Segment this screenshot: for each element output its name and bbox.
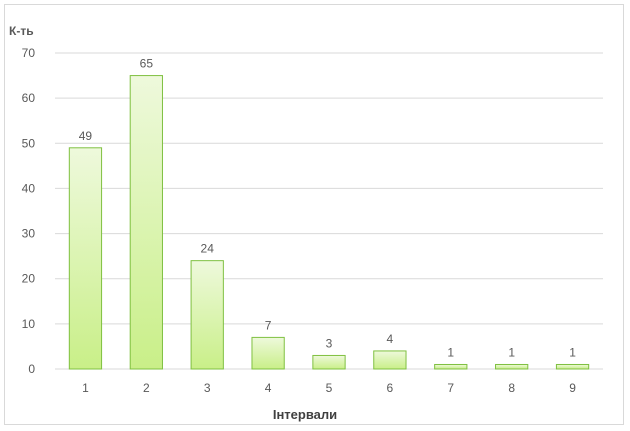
y-tick-label: 60	[22, 91, 36, 105]
bar-6	[373, 350, 407, 370]
y-tick-label: 20	[22, 272, 36, 286]
chart-frame: 0 10 20 30 40 50 60 70 49 65 24 7 3 4 1 1 1 1 2 3 4 5 6 7 8 9 К…	[4, 4, 624, 425]
bar-4	[251, 336, 285, 370]
x-tick-label-4: 4	[265, 381, 272, 395]
y-tick-label: 40	[22, 181, 36, 195]
y-tick-label: 0	[28, 362, 35, 376]
data-label-3: 24	[201, 242, 215, 256]
bar-1	[68, 147, 103, 370]
data-label-8: 1	[508, 345, 515, 359]
x-tick-label-8: 8	[508, 381, 515, 395]
bar-2	[129, 75, 163, 370]
x-tick-label-7: 7	[447, 381, 454, 395]
bars	[68, 75, 590, 370]
data-label-5: 3	[326, 336, 333, 350]
y-axis-title: К-ть	[9, 24, 34, 38]
data-label-7: 1	[447, 345, 454, 359]
x-tick-label-9: 9	[569, 381, 576, 395]
bar-7	[434, 363, 468, 370]
y-tick-label: 50	[22, 136, 36, 150]
bar-chart: 0 10 20 30 40 50 60 70 49 65 24 7 3 4 1 1 1 1 2 3 4 5 6 7 8 9 К…	[9, 24, 603, 422]
data-label-4: 7	[265, 318, 272, 332]
x-tick-label-5: 5	[326, 381, 333, 395]
x-tick-label-3: 3	[204, 381, 211, 395]
data-label-1: 49	[79, 129, 93, 143]
data-label-9: 1	[569, 345, 576, 359]
x-axis-title: Інтервали	[273, 407, 337, 422]
x-tick-label-1: 1	[82, 381, 89, 395]
x-tick-label-2: 2	[143, 381, 150, 395]
data-labels: 49 65 24 7 3 4 1 1 1	[79, 57, 576, 360]
y-tick-label: 30	[22, 227, 36, 241]
y-tick-label: 10	[22, 317, 36, 331]
y-tick-label: 70	[22, 46, 36, 60]
data-label-2: 65	[140, 57, 154, 71]
bar-5	[312, 354, 346, 370]
bar-3	[190, 260, 224, 370]
y-tick-labels: 0 10 20 30 40 50 60 70	[22, 46, 36, 376]
data-label-6: 4	[387, 332, 394, 346]
x-tick-label-6: 6	[387, 381, 394, 395]
x-tick-labels: 1 2 3 4 5 6 7 8 9	[82, 381, 576, 395]
bar-9	[555, 363, 590, 370]
bar-8	[495, 363, 529, 370]
